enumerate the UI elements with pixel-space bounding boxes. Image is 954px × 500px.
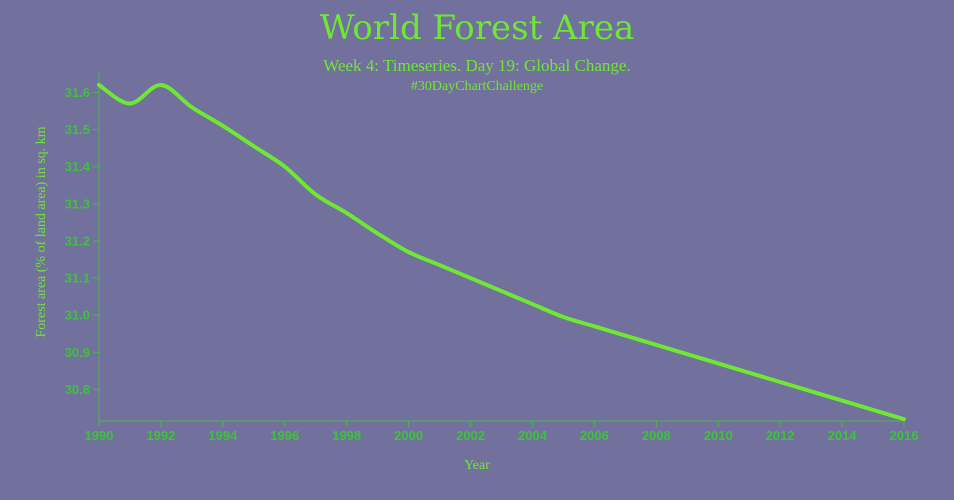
data-point (809, 389, 813, 393)
data-point (871, 408, 875, 412)
x-tick-label: 2010 (704, 428, 733, 443)
data-point (561, 315, 565, 319)
chart-title: World Forest Area (319, 8, 635, 48)
data-point (97, 83, 101, 87)
data-point (376, 232, 380, 236)
y-tick-label: 31.4 (65, 159, 91, 174)
data-point (283, 165, 287, 169)
x-tick-label: 2002 (456, 428, 485, 443)
x-tick-label: 1994 (208, 428, 238, 443)
chart-subtitle: Week 4: Timeseries. Day 19: Global Chang… (323, 56, 631, 75)
data-point (159, 83, 163, 87)
x-tick-label: 2014 (828, 428, 858, 443)
y-tick-label: 31.3 (65, 196, 90, 211)
x-tick-label: 1998 (332, 428, 361, 443)
data-point (840, 399, 844, 403)
data-point (314, 193, 318, 197)
x-axis-ticks: 1990 1992 1994 1996 1998 2000 2002 2004 2006 2008… (85, 421, 919, 443)
x-tick-label: 2006 (580, 428, 609, 443)
y-tick-label: 31.6 (65, 85, 90, 100)
data-point (530, 302, 534, 306)
data-point (128, 102, 132, 106)
data-point (345, 211, 349, 215)
data-point (778, 380, 782, 384)
y-tick-label: 31.2 (65, 233, 90, 248)
data-point (592, 324, 596, 328)
data-point (902, 417, 906, 421)
y-tick-label: 31.1 (65, 271, 90, 286)
data-point (716, 361, 720, 365)
data-point (500, 289, 503, 293)
data-point (252, 144, 256, 148)
data-point (685, 352, 689, 356)
x-tick-label: 1996 (270, 428, 299, 443)
data-point (190, 105, 194, 109)
data-point (747, 371, 751, 375)
x-tick-label: 1990 (85, 428, 114, 443)
forest-area-line (97, 82, 906, 422)
data-points (97, 83, 906, 421)
data-point (654, 343, 658, 347)
data-point (623, 334, 627, 338)
y-axis-title: Forest area (% of land area) in sq. km (34, 126, 49, 337)
x-tick-label: 2012 (766, 428, 795, 443)
chart-caption: #30DayChartChallenge (410, 79, 544, 94)
data-point (438, 263, 442, 267)
y-tick-label: 30.8 (65, 382, 90, 397)
x-tick-label: 2008 (642, 428, 671, 443)
y-tick-label: 30.9 (65, 345, 90, 360)
x-tick-label: 1992 (146, 428, 175, 443)
x-tick-label: 2004 (518, 428, 548, 443)
y-axis-ticks: 30.8 30.9 31.0 31.1 31.2 31.3 31.4 31.5 31.6 (65, 85, 99, 397)
data-point (469, 276, 473, 280)
y-tick-label: 31.0 (65, 308, 90, 323)
data-point (221, 124, 225, 128)
x-axis-title: Year (464, 458, 490, 473)
x-tick-label: 2016 (890, 428, 919, 443)
x-tick-label: 2000 (394, 428, 423, 443)
data-point (407, 250, 411, 254)
y-tick-label: 31.5 (65, 122, 90, 137)
